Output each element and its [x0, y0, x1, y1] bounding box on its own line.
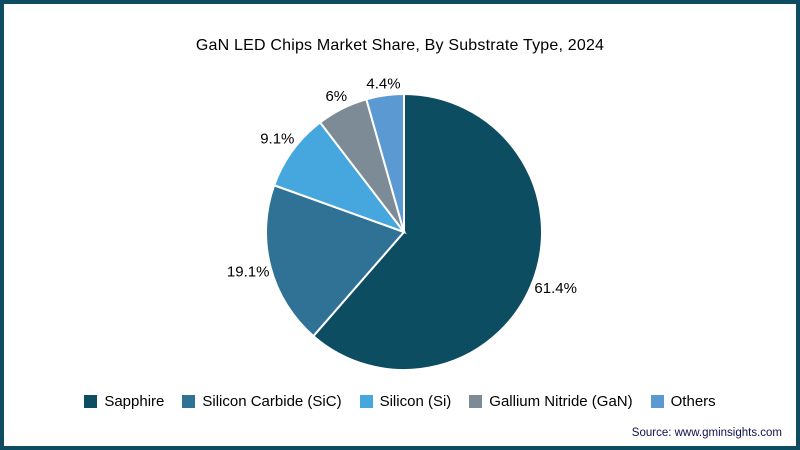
pie-label-silicon-si: 9.1%	[260, 130, 294, 147]
legend-swatch-others	[650, 395, 664, 408]
pie-slice-silicon-si	[272, 121, 407, 235]
legend-item-gallium-nitride-gan: Gallium Nitride (GaN)	[469, 393, 633, 410]
pie-chart: 61.4% 19.1% 9.1% 6% 4.4%	[227, 75, 577, 371]
legend-label: Gallium Nitride (GaN)	[489, 393, 633, 410]
chart-title: GaN LED Chips Market Share, By Substrate…	[195, 37, 605, 54]
legend-swatch-silicon-carbide-sic	[182, 395, 196, 408]
pie-slice-others	[365, 92, 405, 233]
legend-label: Others	[670, 393, 716, 410]
legend-item-silicon-carbide-sic: Silicon Carbide (SiC)	[182, 393, 342, 410]
legend-swatch-sapphire	[84, 395, 98, 408]
pie-slice-silicon-carbide-sic	[265, 183, 406, 338]
legend-swatch-gallium-nitride-gan	[469, 395, 483, 408]
legend-item-silicon-si: Silicon (Si)	[359, 393, 452, 410]
pie-label-silicon-carbide-sic: 19.1%	[227, 263, 270, 280]
pie-label-gallium-nitride-gan: 6%	[325, 88, 347, 105]
pie-slice-sapphire	[311, 92, 543, 371]
legend: Sapphire Silicon Carbide (SiC) Silicon (Si…	[4, 393, 796, 410]
legend-label: Silicon Carbide (SiC)	[202, 393, 342, 410]
legend-item-others: Others	[650, 393, 716, 410]
legend-label: Silicon (Si)	[379, 393, 452, 410]
source-attribution: Source: www.gminsights.com	[631, 427, 782, 439]
pie-label-sapphire: 61.4%	[534, 280, 577, 297]
legend-swatch-silicon-si	[359, 395, 373, 408]
legend-item-sapphire: Sapphire	[84, 393, 164, 410]
legend-label: Sapphire	[104, 393, 165, 410]
pie-label-others: 4.4%	[366, 75, 400, 92]
